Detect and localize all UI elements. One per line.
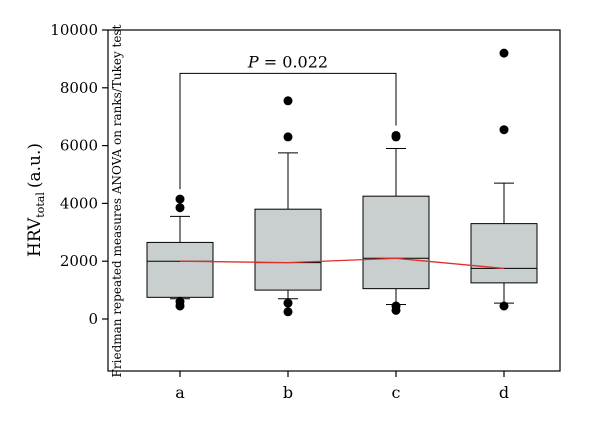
outlier-point <box>283 132 293 142</box>
box-iqr <box>470 223 538 284</box>
box-b <box>254 96 322 317</box>
y-tick-label: 2000 <box>60 252 98 270</box>
y-axis-label-main: HRV <box>25 217 45 257</box>
y-tick-label: 0 <box>88 310 98 328</box>
median-trend-line <box>179 257 505 270</box>
x-axis: a b c d <box>175 371 509 402</box>
y-axis-label: HRVtotal (a.u.) <box>25 143 47 257</box>
outlier-point <box>283 307 293 317</box>
outlier-point <box>175 203 185 213</box>
x-tick-label: a <box>175 383 185 402</box>
p-value-text: = 0.022 <box>259 52 328 71</box>
box-iqr <box>362 195 430 290</box>
outlier-point <box>283 96 293 106</box>
outlier-point <box>283 298 293 308</box>
bracket-line <box>179 72 397 190</box>
box-d <box>470 48 538 311</box>
outlier-point <box>391 132 401 142</box>
box-iqr <box>254 208 322 291</box>
boxes <box>146 48 538 317</box>
significance-bracket: P = 0.022 <box>179 52 397 190</box>
outlier-point <box>175 301 185 311</box>
outlier-point <box>499 125 509 135</box>
outlier-point <box>499 48 509 58</box>
y-axis: 0 2000 4000 6000 8000 10000 <box>50 21 108 328</box>
y-axis-label-subscript: total <box>34 192 47 218</box>
box-c <box>362 130 430 315</box>
outlier-point <box>175 194 185 204</box>
outlier-point <box>391 301 401 311</box>
box-a <box>146 194 214 311</box>
x-tick-label: b <box>283 383 293 402</box>
x-tick-label: c <box>392 383 401 402</box>
y-tick-label: 6000 <box>60 137 98 155</box>
p-value-italic: P <box>247 52 259 71</box>
y-tick-label: 4000 <box>60 194 98 212</box>
p-value-label: P = 0.022 <box>247 52 328 71</box>
plot-frame <box>107 29 561 372</box>
median-trend <box>179 257 505 270</box>
test-annotation: Friedman repeated measures ANOVA on rank… <box>110 24 124 377</box>
y-tick-label: 10000 <box>50 21 98 39</box>
x-tick-label: d <box>499 383 509 402</box>
y-tick-label: 8000 <box>60 79 98 97</box>
box-iqr <box>146 241 214 298</box>
outlier-point <box>499 301 509 311</box>
y-axis-label-unit: (a.u.) <box>25 143 45 188</box>
